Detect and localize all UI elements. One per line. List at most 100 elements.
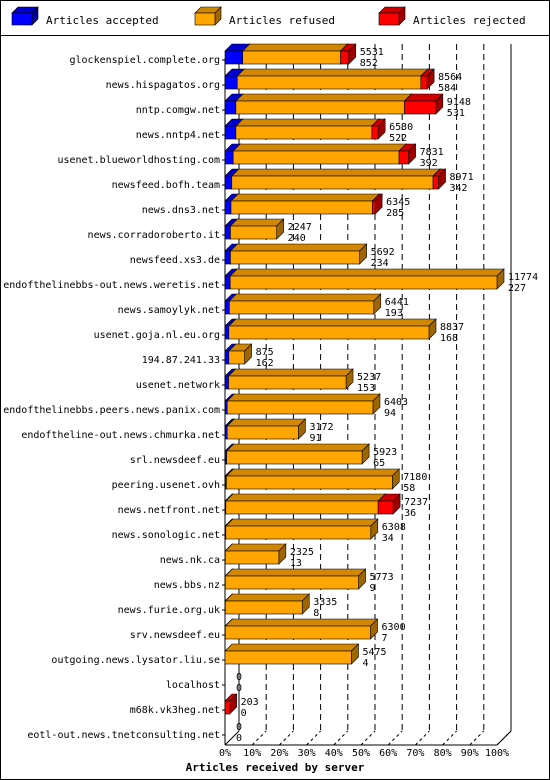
bar-refused-top [224, 643, 360, 652]
floor-line-1 [251, 730, 267, 746]
value-label-bottom: 531 [447, 108, 465, 119]
value-label-bottom: 342 [450, 183, 468, 194]
value-label-top: 3172 [309, 422, 333, 433]
bar-refused-top [229, 268, 505, 277]
bar-refused [231, 168, 441, 190]
bar-refused [224, 643, 360, 665]
value-label-bottom: 285 [386, 208, 404, 219]
legend-label-1: Articles refused [229, 14, 335, 27]
bar-refused-front [236, 75, 422, 90]
bar-refused-front [224, 550, 280, 565]
bar-refused [225, 493, 386, 515]
bar-rejected-front [404, 100, 437, 115]
value-label-top: 6530 [389, 122, 413, 133]
bar-refused-top [235, 118, 380, 127]
bar-refused-top [229, 243, 368, 252]
value-label-bottom: 94 [384, 408, 396, 419]
bar-rejected-front [371, 125, 379, 140]
value-label-top: 5773 [370, 572, 394, 583]
value-label-bottom: 0 [236, 733, 242, 744]
bar-accepted-front [224, 100, 237, 115]
server-label: newsfeed.xs3.de [130, 255, 220, 266]
x-tick-label: 80% [434, 748, 452, 759]
x-tick-label: 0% [219, 748, 231, 759]
server-label: outgoing.news.lysator.liu.se [51, 655, 220, 666]
value-label-top: 6308 [382, 522, 406, 533]
bar-refused [225, 468, 401, 490]
value-label-top: 2247 [288, 222, 312, 233]
bar-refused [230, 193, 381, 215]
server-label: usenet.network [136, 380, 220, 391]
bar-refused-front [228, 325, 430, 340]
floor-line-3 [306, 730, 321, 746]
bar-refused-front [225, 500, 379, 515]
server-label: news.dns3.net [142, 205, 220, 216]
value-label-top: 6300 [382, 622, 406, 633]
value-label-top: 5531 [360, 47, 384, 58]
bar-refused-top [224, 543, 287, 552]
bar-refused [228, 343, 253, 365]
bar-accepted-front [224, 250, 231, 265]
bar-accepted-front [224, 50, 243, 65]
legend-label-2: Articles rejected [413, 14, 526, 27]
server-label: usenet.blueworldhosting.com [57, 155, 220, 166]
bar-accepted-front [224, 275, 231, 290]
bar-refused-top [224, 618, 379, 627]
value-label-top: 6403 [384, 397, 408, 408]
value-label-top: 8837 [440, 322, 464, 333]
value-label-top: 8564 [438, 72, 462, 83]
bar-accepted-front [224, 350, 230, 365]
bar-rejected [403, 93, 444, 115]
bar-refused-top [225, 443, 370, 452]
bar-rejected [398, 143, 417, 165]
bar-refused [224, 568, 367, 590]
bar-accepted-front [224, 375, 229, 390]
x-tick-label: 60% [379, 748, 397, 759]
value-label-top: 7180 [403, 472, 427, 483]
bar-rejected [339, 43, 357, 65]
value-label-bottom: 153 [357, 383, 375, 394]
x-tick-label: 70% [406, 748, 424, 759]
value-label-top: 875 [256, 347, 274, 358]
value-label-bottom: 36 [404, 508, 416, 519]
value-label-top: 8971 [450, 172, 474, 183]
bar-refused-front [235, 125, 373, 140]
value-label-bottom: 234 [371, 258, 389, 269]
bar-refused [229, 243, 368, 265]
bar-rejected-front [340, 50, 350, 65]
x-tick-label: 30% [298, 748, 316, 759]
bar-rejected-front [224, 700, 230, 715]
bar-refused-front [235, 100, 405, 115]
bar-accepted-front [224, 75, 238, 90]
server-label: endoftheline-out.news.chmurka.net [21, 430, 220, 441]
bar-refused [227, 368, 354, 390]
value-label-bottom: 522 [389, 133, 407, 144]
bar-refused [229, 268, 505, 290]
bar-accepted-front [224, 200, 232, 215]
value-label-bottom: 9 [370, 583, 376, 594]
bar-refused-top [225, 468, 401, 477]
bar-refused [228, 293, 382, 315]
bar-refused-front [224, 625, 371, 640]
legend-swatch-2-front [378, 12, 400, 26]
bar-refused [226, 418, 307, 440]
bar-refused-front [224, 650, 352, 665]
server-label: glockenspiel.complete.org [69, 55, 220, 66]
bar-refused-top [232, 143, 407, 152]
bar-refused-top [235, 93, 413, 102]
floor-edge-right [496, 730, 512, 746]
bar-refused [236, 68, 429, 90]
server-label: usenet.goja.nl.eu.org [94, 330, 220, 341]
bar-refused [241, 43, 349, 65]
server-label: endofthelinebbs.peers.news.panix.com [3, 405, 220, 416]
value-label-bottom: 91 [309, 433, 321, 444]
bar-refused-top [228, 293, 382, 302]
value-label-bottom: 65 [373, 458, 385, 469]
bar-refused-top [226, 393, 381, 402]
bar-refused-front [232, 150, 400, 165]
server-label: newsfeed.bofh.team [112, 180, 220, 191]
bar-refused [225, 518, 379, 540]
bar-accepted-front [224, 300, 230, 315]
bar-refused-front [226, 450, 363, 465]
server-label: news.nk.ca [160, 555, 220, 566]
